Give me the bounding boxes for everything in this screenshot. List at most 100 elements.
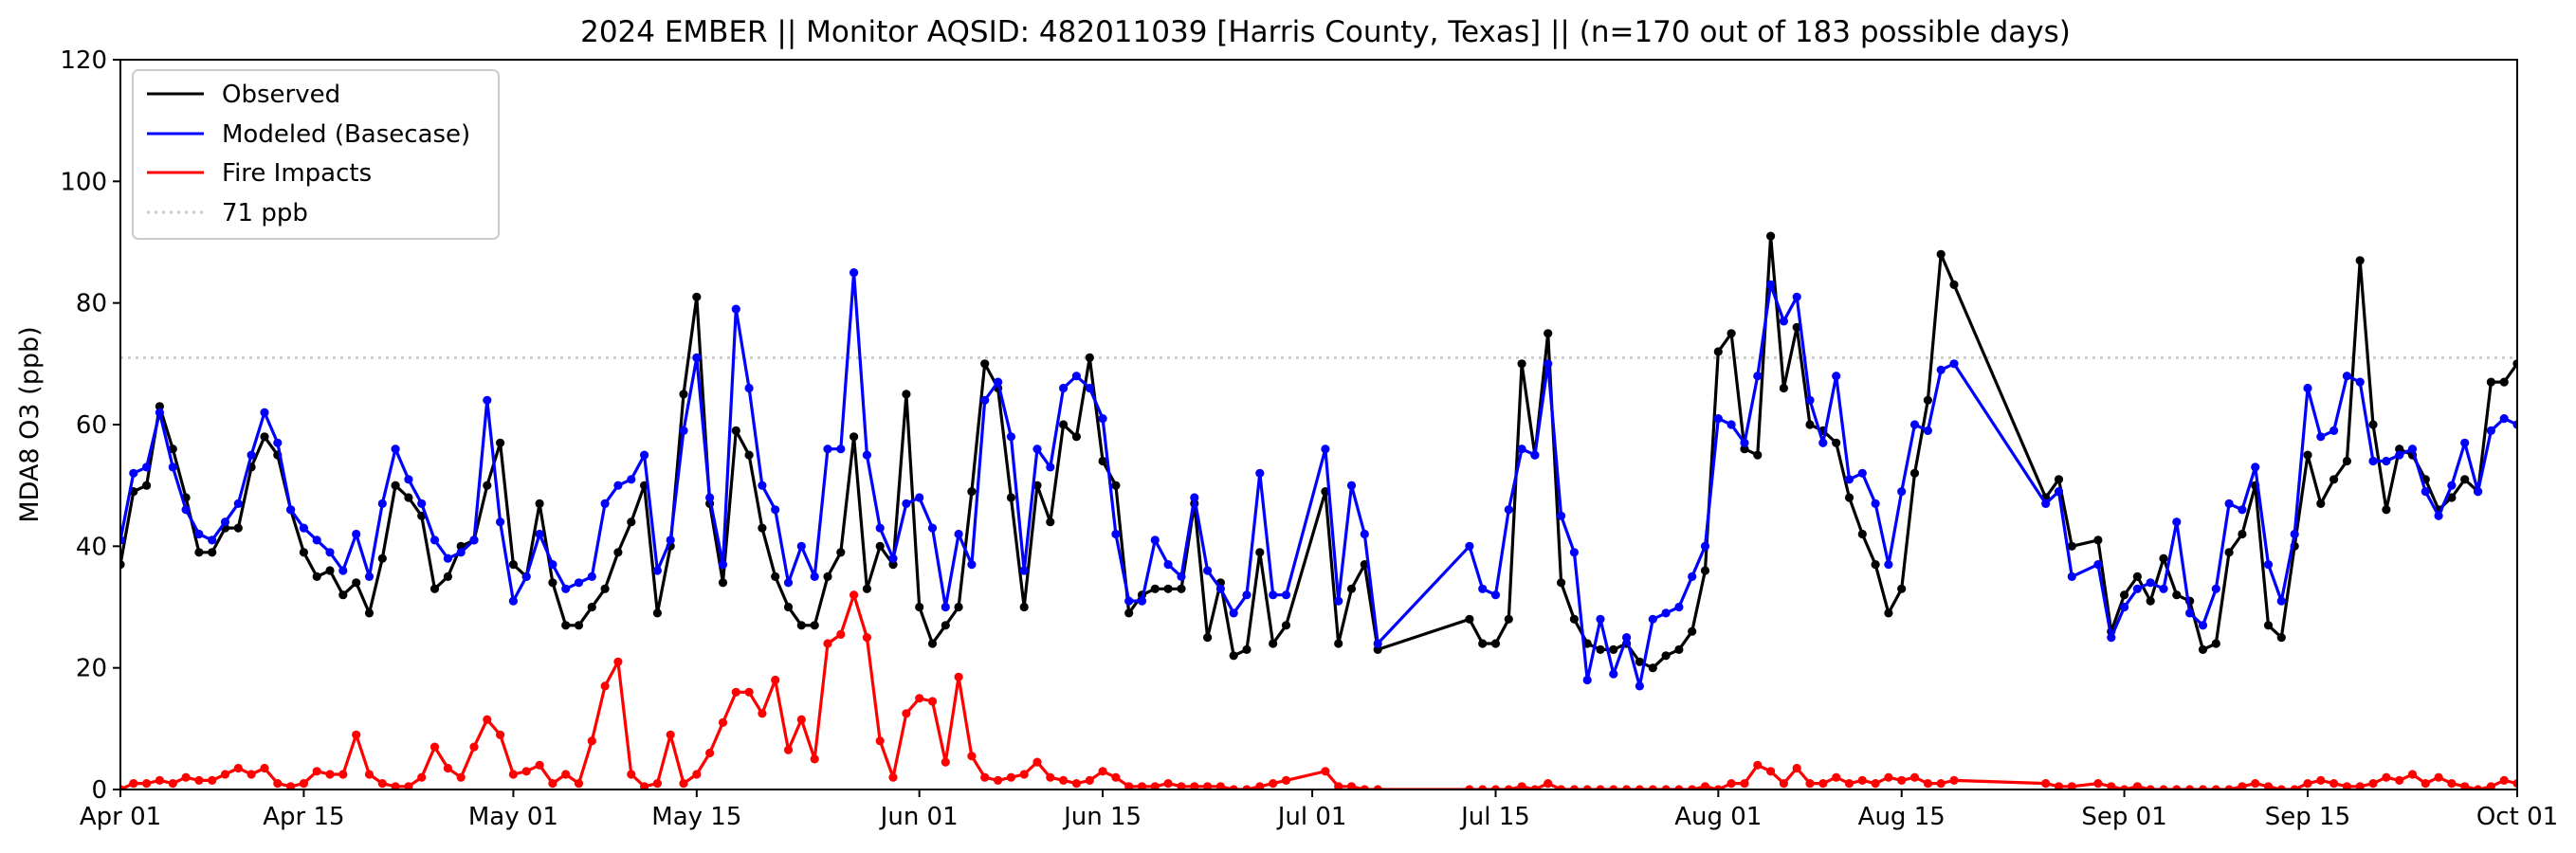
data-point <box>1544 359 1553 369</box>
data-point <box>2093 560 2103 570</box>
data-point <box>1582 785 1592 789</box>
data-point <box>2355 782 2365 789</box>
data-point <box>1857 468 1867 478</box>
data-point <box>548 578 557 588</box>
data-point <box>2407 445 2418 454</box>
data-point <box>2460 782 2470 789</box>
data-point <box>2499 414 2509 424</box>
data-point <box>640 782 649 789</box>
data-point <box>181 772 191 782</box>
data-point <box>941 757 950 767</box>
data-point <box>2067 782 2076 789</box>
data-point <box>1071 779 1081 789</box>
x-tick-label: Jun 01 <box>879 803 959 831</box>
data-point <box>1137 782 1147 789</box>
data-point <box>1177 782 1186 789</box>
data-point <box>1373 785 1382 789</box>
data-point <box>692 353 702 362</box>
data-point <box>2067 541 2076 551</box>
data-point <box>1059 420 1069 429</box>
x-tick-label: May 01 <box>468 803 558 831</box>
data-point <box>902 390 911 399</box>
data-point <box>2395 445 2404 454</box>
data-point <box>2159 584 2168 593</box>
data-point <box>521 767 531 776</box>
data-point <box>2276 785 2286 789</box>
data-point <box>1753 450 1763 460</box>
data-point <box>1269 639 1278 648</box>
data-point <box>260 763 269 773</box>
data-point <box>2107 782 2116 789</box>
data-point <box>2342 782 2351 789</box>
data-point <box>1255 782 1265 789</box>
data-point <box>1124 608 1134 618</box>
data-point <box>2224 548 2234 557</box>
data-point <box>666 730 675 739</box>
data-point <box>2263 621 2274 630</box>
data-point <box>679 390 688 399</box>
data-point <box>2395 775 2404 786</box>
data-point <box>338 566 348 575</box>
data-point <box>679 426 688 435</box>
data-point <box>1346 584 1357 593</box>
data-point <box>469 535 479 545</box>
data-point <box>1242 644 1251 655</box>
data-point <box>1609 644 1618 655</box>
data-point <box>1609 785 1618 789</box>
data-point <box>1071 432 1081 442</box>
data-point <box>233 763 243 773</box>
data-point <box>220 517 230 527</box>
data-point <box>364 608 375 618</box>
data-point <box>286 505 296 515</box>
data-point <box>2054 475 2064 484</box>
data-point <box>731 304 740 314</box>
data-point <box>168 445 177 454</box>
data-point <box>1269 590 1278 600</box>
legend-label-fire: Fire Impacts <box>222 159 372 188</box>
data-point <box>613 548 623 557</box>
data-point <box>2342 456 2351 466</box>
data-point <box>377 779 387 789</box>
data-point <box>1897 775 1907 786</box>
data-point <box>1177 584 1186 593</box>
data-point <box>1635 657 1644 666</box>
data-point <box>260 432 269 442</box>
data-point <box>1229 608 1238 618</box>
data-point <box>1281 590 1291 600</box>
data-point <box>744 450 754 460</box>
data-point <box>404 782 413 789</box>
data-point <box>692 292 702 301</box>
data-point <box>364 770 375 779</box>
plot-frame <box>119 59 2518 790</box>
data-point <box>613 657 623 666</box>
data-point <box>574 779 584 789</box>
data-point <box>1059 775 1069 786</box>
data-point <box>496 730 505 739</box>
data-point <box>1857 775 1867 786</box>
data-point <box>2486 377 2495 387</box>
data-point <box>2107 633 2116 643</box>
data-point <box>1609 669 1618 679</box>
data-point <box>548 779 557 789</box>
data-point <box>208 548 217 557</box>
data-point <box>587 736 596 746</box>
data-point <box>1674 785 1684 789</box>
data-point <box>875 736 885 746</box>
data-point <box>1085 353 1094 362</box>
data-point <box>1098 456 1107 466</box>
data-point <box>1635 681 1644 691</box>
data-point <box>1504 505 1513 515</box>
data-point <box>2172 785 2182 789</box>
data-point <box>443 554 452 563</box>
data-point <box>927 523 938 533</box>
x-tick-label: Apr 01 <box>80 803 161 831</box>
data-point <box>980 772 990 782</box>
legend-label-reference: 71 ppb <box>222 199 308 227</box>
data-point <box>352 529 361 539</box>
data-point <box>1373 639 1382 648</box>
data-point <box>129 779 138 789</box>
data-point <box>2499 775 2509 786</box>
data-point <box>391 445 400 454</box>
data-point <box>1019 770 1029 779</box>
data-point <box>2224 785 2234 789</box>
